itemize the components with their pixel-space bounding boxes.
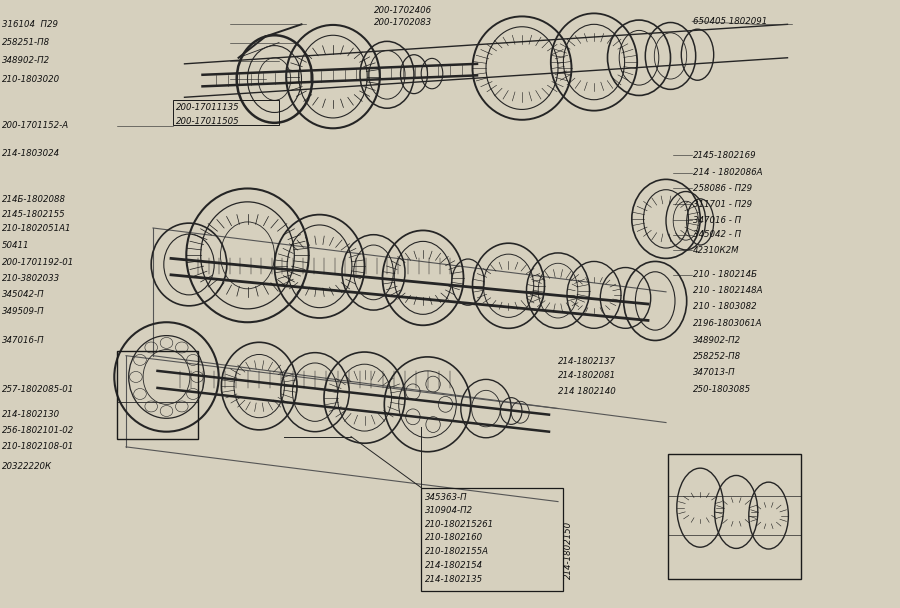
Text: 2145-1802169: 2145-1802169	[693, 151, 757, 159]
Text: 316104  П29: 316104 П29	[2, 20, 58, 29]
Text: 200-1702406: 200-1702406	[374, 6, 432, 15]
Text: 214 1802140: 214 1802140	[558, 387, 616, 396]
Text: 200-1701192-01: 200-1701192-01	[2, 258, 74, 267]
Text: 349509-П: 349509-П	[2, 307, 44, 316]
Text: 650405 1802091: 650405 1802091	[693, 17, 767, 26]
Text: 210-1802108-01: 210-1802108-01	[2, 443, 74, 451]
Text: 214-1803024: 214-1803024	[2, 149, 60, 157]
Text: 345042-П: 345042-П	[2, 290, 44, 299]
Text: 20322220К: 20322220К	[2, 463, 52, 471]
Text: 210-1802051A1: 210-1802051A1	[2, 224, 71, 233]
Text: 2145-1802155: 2145-1802155	[2, 210, 66, 218]
Text: 214-1802135: 214-1802135	[425, 575, 483, 584]
Text: 200-17011135: 200-17011135	[176, 103, 240, 111]
Text: 347016-П: 347016-П	[2, 336, 44, 345]
Text: 257-1802085-01: 257-1802085-01	[2, 385, 74, 393]
Text: 210-1802155А: 210-1802155А	[425, 547, 489, 556]
Text: 210-1803020: 210-1803020	[2, 75, 60, 83]
Text: 256-1802101-02: 256-1802101-02	[2, 426, 74, 435]
Text: 214-1802154: 214-1802154	[425, 561, 483, 570]
Text: 214 - 1802086А: 214 - 1802086А	[693, 168, 762, 177]
Text: 42310К2М: 42310К2М	[693, 246, 740, 255]
Text: 210 - 1802148А: 210 - 1802148А	[693, 286, 762, 295]
Text: 348902-П2: 348902-П2	[2, 57, 49, 65]
Text: 345042 - П: 345042 - П	[693, 230, 741, 239]
Text: 214-1802150: 214-1802150	[564, 520, 573, 579]
Text: 214-1802081: 214-1802081	[558, 371, 616, 380]
Text: 214-1802137: 214-1802137	[558, 357, 616, 365]
Text: 2196-1803061А: 2196-1803061А	[693, 319, 762, 328]
Text: 200-1701152-А: 200-1701152-А	[2, 122, 69, 130]
Text: 210 - 1803082: 210 - 1803082	[693, 302, 757, 311]
Text: 258251-П8: 258251-П8	[2, 38, 49, 47]
Text: 210-1802160: 210-1802160	[425, 533, 483, 542]
Text: 210 - 180214Б: 210 - 180214Б	[693, 271, 757, 279]
Text: 200-17011505: 200-17011505	[176, 117, 240, 126]
Text: 347016 - П: 347016 - П	[693, 216, 741, 224]
Bar	[668, 454, 801, 579]
Text: 311701 - П29: 311701 - П29	[693, 200, 752, 209]
Bar	[173, 100, 279, 125]
Text: 310904-П2: 310904-П2	[425, 506, 472, 515]
Text: 347013-П: 347013-П	[693, 368, 735, 376]
Text: 210-3802033: 210-3802033	[2, 274, 60, 283]
Text: 250-1803085: 250-1803085	[693, 385, 752, 393]
Text: 50411: 50411	[2, 241, 30, 250]
Bar	[117, 351, 198, 439]
Text: 214-1802130: 214-1802130	[2, 410, 60, 419]
Text: 258252-П8: 258252-П8	[693, 352, 741, 361]
Text: 258086 - П29: 258086 - П29	[693, 184, 752, 193]
Bar	[421, 488, 563, 591]
Text: 200-1702083: 200-1702083	[374, 18, 432, 27]
Text: 214Б-1802088: 214Б-1802088	[2, 195, 66, 204]
Text: 210-180215261: 210-180215261	[425, 520, 494, 528]
Text: 345363-П: 345363-П	[425, 493, 467, 502]
Text: 348902-П2: 348902-П2	[693, 336, 741, 345]
